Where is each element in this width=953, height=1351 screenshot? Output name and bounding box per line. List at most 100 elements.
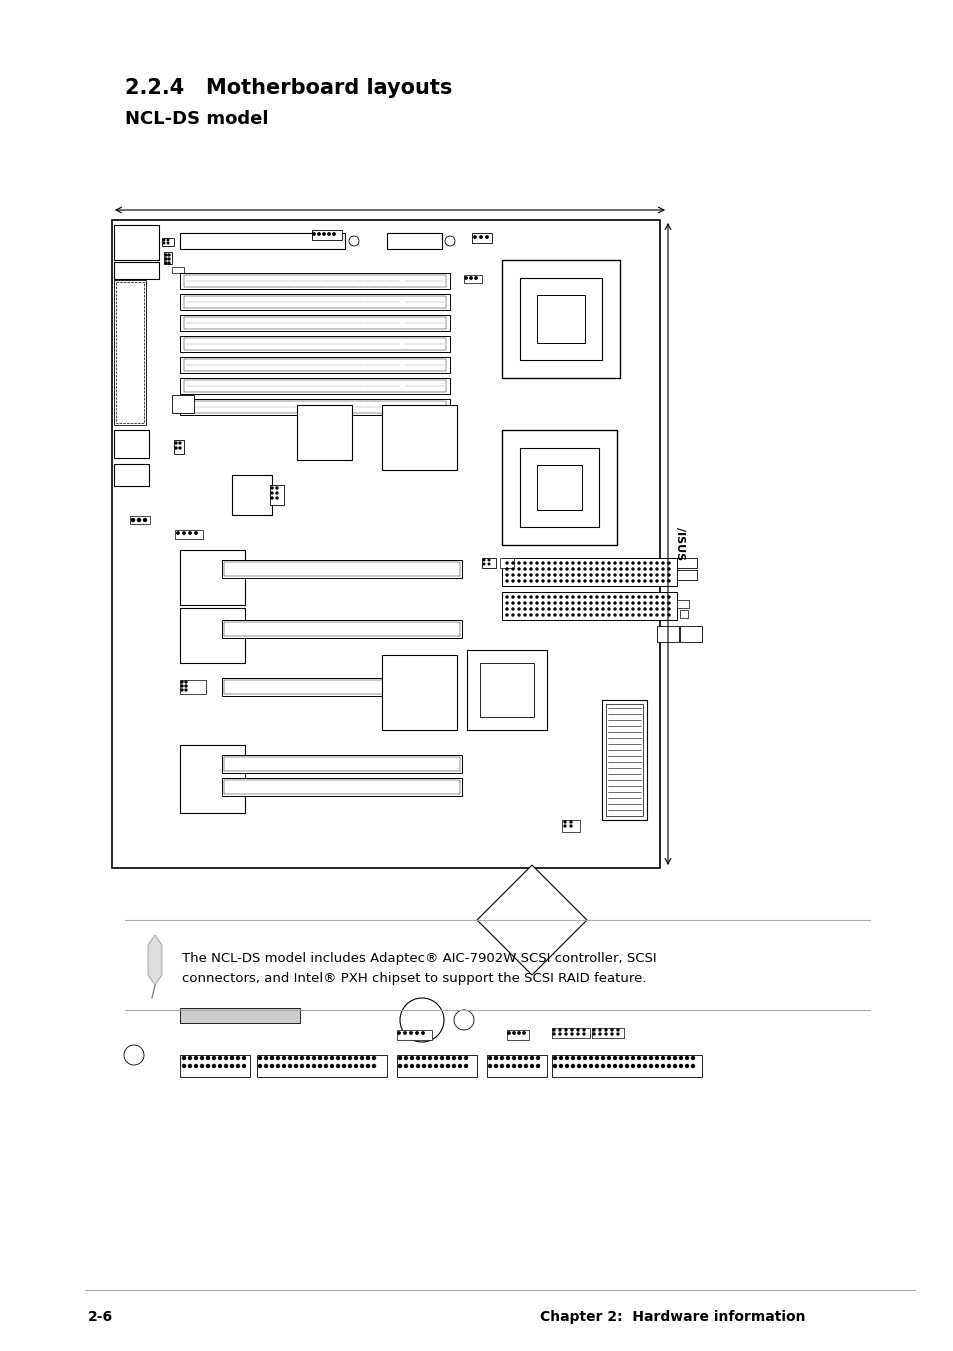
Circle shape [565, 574, 567, 576]
Circle shape [558, 1034, 560, 1035]
Circle shape [469, 277, 472, 280]
Circle shape [643, 562, 645, 563]
Text: NCL-DS model: NCL-DS model [125, 109, 268, 128]
Circle shape [638, 613, 639, 616]
Circle shape [625, 562, 627, 563]
Bar [113, 226, 159, 259]
Circle shape [583, 603, 585, 604]
Circle shape [523, 580, 525, 582]
Circle shape [165, 262, 167, 263]
Circle shape [565, 580, 567, 582]
Circle shape [306, 1056, 309, 1059]
Circle shape [589, 574, 592, 576]
Bar [537, 465, 581, 509]
Circle shape [264, 1056, 267, 1059]
Circle shape [679, 1065, 681, 1067]
Circle shape [421, 1032, 424, 1035]
Circle shape [500, 1056, 503, 1059]
Circle shape [593, 1034, 595, 1035]
Circle shape [583, 574, 585, 576]
Circle shape [596, 567, 598, 570]
Circle shape [607, 1065, 610, 1067]
Circle shape [631, 603, 634, 604]
Circle shape [598, 1029, 600, 1031]
Bar [180, 744, 245, 813]
Circle shape [589, 603, 592, 604]
Circle shape [643, 613, 645, 616]
Circle shape [218, 1065, 221, 1067]
Circle shape [638, 603, 639, 604]
Circle shape [679, 1056, 681, 1059]
Circle shape [276, 1056, 279, 1059]
Circle shape [317, 232, 320, 235]
Circle shape [583, 567, 585, 570]
Circle shape [494, 1056, 497, 1059]
Bar [501, 259, 619, 378]
Circle shape [517, 580, 519, 582]
Circle shape [656, 613, 658, 616]
Circle shape [554, 613, 556, 616]
Circle shape [541, 574, 543, 576]
Circle shape [625, 574, 627, 576]
Circle shape [505, 567, 507, 570]
Bar [164, 253, 172, 263]
Bar [224, 621, 459, 636]
Circle shape [524, 1056, 527, 1059]
Circle shape [649, 608, 651, 611]
Bar [224, 562, 459, 576]
Bar [519, 278, 601, 359]
Circle shape [523, 574, 525, 576]
Circle shape [583, 613, 585, 616]
Circle shape [572, 608, 574, 611]
Circle shape [667, 608, 669, 611]
Circle shape [213, 1056, 215, 1059]
Circle shape [577, 1056, 579, 1059]
Circle shape [360, 1056, 363, 1059]
Circle shape [271, 1056, 274, 1059]
Circle shape [601, 608, 603, 611]
Bar [180, 1008, 299, 1023]
Text: 2-6: 2-6 [88, 1310, 113, 1324]
Circle shape [625, 1056, 628, 1059]
Bar [501, 592, 677, 620]
Circle shape [558, 1056, 562, 1059]
Circle shape [258, 1065, 261, 1067]
Circle shape [571, 1029, 573, 1031]
Circle shape [523, 613, 525, 616]
Circle shape [517, 562, 519, 563]
Circle shape [174, 447, 177, 449]
Circle shape [282, 1056, 285, 1059]
Circle shape [313, 1065, 315, 1067]
Bar [180, 1055, 250, 1077]
Circle shape [488, 559, 489, 561]
Circle shape [189, 532, 191, 534]
Circle shape [571, 1034, 573, 1035]
Circle shape [596, 574, 598, 576]
Circle shape [583, 596, 585, 598]
Bar [479, 663, 534, 717]
Circle shape [649, 567, 651, 570]
Circle shape [660, 1056, 664, 1059]
Circle shape [547, 603, 550, 604]
Circle shape [372, 1056, 375, 1059]
Circle shape [558, 1065, 562, 1067]
Circle shape [661, 567, 663, 570]
Circle shape [474, 236, 476, 238]
Text: 2.2.4   Motherboard layouts: 2.2.4 Motherboard layouts [125, 78, 452, 99]
Circle shape [618, 1065, 622, 1067]
Bar [605, 704, 642, 816]
Bar [552, 1028, 589, 1038]
Bar [184, 380, 446, 392]
Bar [180, 273, 450, 289]
Circle shape [547, 574, 550, 576]
Circle shape [183, 532, 185, 534]
Circle shape [530, 562, 532, 563]
Text: The NCL-DS model includes Adaptec® AIC-7902W SCSI controller, SCSI
connectors, a: The NCL-DS model includes Adaptec® AIC-7… [182, 952, 656, 985]
Circle shape [638, 580, 639, 582]
Circle shape [631, 1056, 634, 1059]
Bar [519, 449, 598, 527]
Circle shape [553, 1056, 556, 1059]
Circle shape [563, 825, 565, 827]
Circle shape [638, 596, 639, 598]
Circle shape [631, 1065, 634, 1067]
